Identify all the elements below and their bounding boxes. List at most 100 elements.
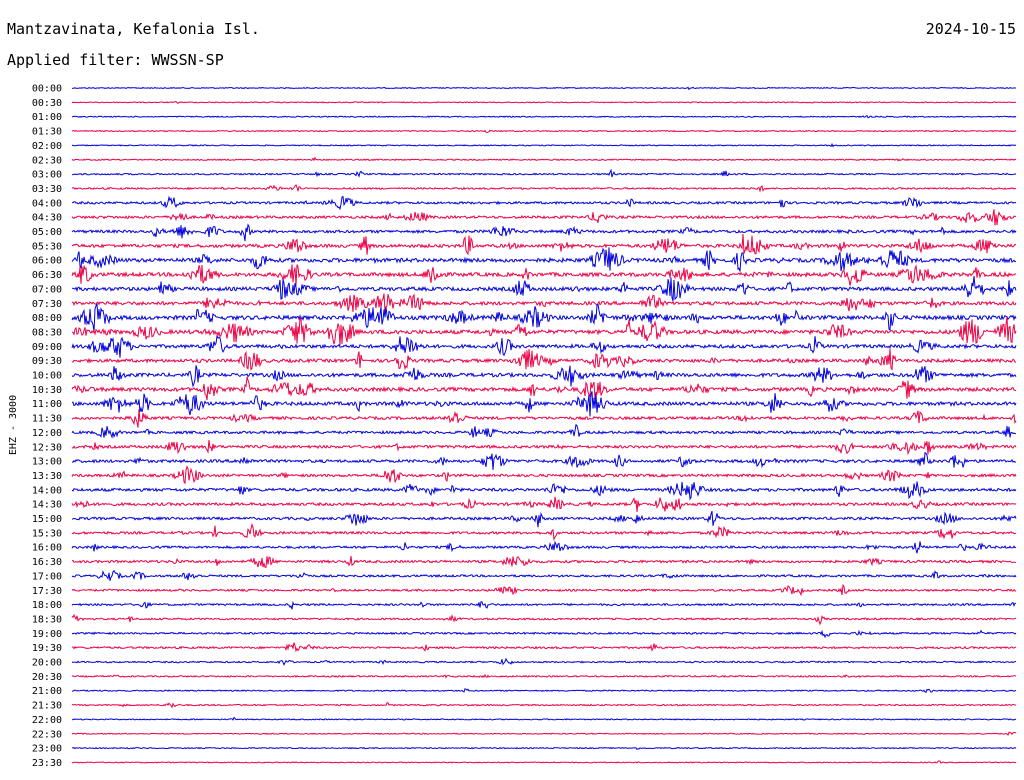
trace-line — [71, 334, 1017, 358]
trace-line — [71, 481, 1017, 501]
date-label: 2024-10-15 — [925, 20, 1016, 38]
trace-line — [71, 583, 1016, 597]
row-time-label: 08:30 — [32, 327, 62, 338]
row-time-label: 21:00 — [32, 686, 62, 697]
trace-line — [71, 409, 1017, 428]
row-time-label: 16:30 — [32, 557, 62, 568]
trace-line — [71, 302, 1017, 332]
trace-line — [71, 376, 1017, 401]
trace-line — [71, 423, 1017, 439]
row-time-label: 12:30 — [32, 442, 62, 453]
trace-line — [71, 86, 1016, 91]
row-time-label: 20:00 — [32, 658, 62, 669]
row-time-label: 02:00 — [32, 141, 62, 152]
row-time-label: 11:00 — [32, 399, 62, 410]
row-time-label: 02:30 — [32, 155, 62, 166]
row-time-label: 06:00 — [32, 256, 62, 267]
trace-line — [72, 348, 1017, 371]
row-time-label: 04:00 — [32, 198, 62, 209]
row-time-label: 05:00 — [32, 227, 62, 238]
row-time-label: 10:30 — [32, 385, 62, 396]
row-time-label: 19:00 — [32, 629, 62, 640]
trace-line — [71, 316, 1017, 346]
row-time-label: 22:00 — [32, 715, 62, 726]
row-time-label: 07:30 — [32, 299, 62, 310]
trace-line — [71, 673, 1017, 679]
row-time-label: 22:30 — [32, 729, 62, 740]
row-time-label: 10:00 — [32, 371, 62, 382]
row-time-label: 04:30 — [32, 213, 62, 224]
row-time-label: 20:30 — [32, 672, 62, 683]
trace-line — [71, 195, 1017, 211]
row-time-label: 09:00 — [32, 342, 62, 353]
row-time-label: 17:00 — [32, 571, 62, 582]
trace-line — [71, 629, 1017, 639]
trace-line — [71, 600, 1016, 610]
y-axis-label: EHZ - 3000 — [8, 395, 19, 455]
row-time-label: 13:30 — [32, 471, 62, 482]
trace-line — [71, 247, 1017, 272]
trace-line — [71, 731, 1017, 736]
trace-line — [71, 540, 1017, 554]
row-time-label: 01:30 — [32, 127, 62, 138]
trace-line — [71, 746, 1017, 750]
row-time-label: 11:30 — [32, 414, 62, 425]
row-time-label: 01:00 — [32, 112, 62, 123]
trace-line — [71, 510, 1017, 528]
row-time-label: 19:30 — [32, 643, 62, 654]
trace-line — [71, 496, 1017, 512]
row-time-label: 23:30 — [32, 758, 62, 769]
row-time-label: 21:30 — [32, 701, 62, 712]
trace-line — [71, 613, 1017, 626]
trace-line — [71, 657, 1017, 666]
trace-line — [71, 168, 1017, 178]
trace-line — [71, 209, 1017, 226]
trace-line — [71, 156, 1017, 162]
trace-line — [71, 293, 1017, 312]
row-time-label: 07:00 — [32, 284, 62, 295]
row-time-label: 03:00 — [32, 170, 62, 181]
trace-line — [71, 264, 1017, 286]
row-time-label: 08:00 — [32, 313, 62, 324]
row-time-label: 14:00 — [32, 485, 62, 496]
row-time-label: 18:30 — [32, 614, 62, 625]
row-time-label: 00:00 — [32, 84, 62, 95]
row-time-label: 17:30 — [32, 586, 62, 597]
row-time-label: 23:00 — [32, 744, 62, 755]
trace-line — [71, 365, 1017, 388]
row-time-label: 06:30 — [32, 270, 62, 281]
trace-line — [71, 391, 1017, 417]
row-time-label: 03:30 — [32, 184, 62, 195]
filter-label: Applied filter: WWSSN-SP — [7, 51, 224, 69]
row-time-label: 05:30 — [32, 241, 62, 252]
trace-line — [71, 702, 1017, 709]
row-time-label: 13:00 — [32, 457, 62, 468]
row-time-label: 15:00 — [32, 514, 62, 525]
trace-line — [71, 642, 1016, 653]
row-time-label: 18:00 — [32, 600, 62, 611]
trace-line — [71, 451, 1017, 470]
trace-line — [71, 688, 1017, 693]
trace-line — [71, 129, 1017, 134]
trace-line — [71, 276, 1017, 301]
row-time-label: 09:30 — [32, 356, 62, 367]
trace-line — [71, 142, 1017, 148]
trace-line — [71, 223, 1017, 242]
trace-line — [71, 522, 1017, 542]
row-time-label: 00:30 — [32, 98, 62, 109]
trace-line — [71, 440, 1017, 456]
row-time-label: 15:30 — [32, 528, 62, 539]
trace-line — [71, 114, 1017, 119]
trace-line — [71, 100, 1017, 105]
trace-line — [71, 233, 1017, 256]
trace-line — [71, 569, 1017, 581]
row-time-label: 12:00 — [32, 428, 62, 439]
row-time-label: 14:30 — [32, 500, 62, 511]
trace-rows: 00:00 00:30 01:00 01:30 02:00 02:30 03:00 03:30… — [32, 84, 1017, 769]
station-title: Mantzavinata, Kefalonia Isl. — [7, 20, 260, 38]
trace-line — [71, 556, 1017, 568]
row-time-label: 16:00 — [32, 543, 62, 554]
trace-line — [71, 716, 1016, 721]
trace-line — [71, 760, 1017, 764]
trace-line — [71, 184, 1017, 193]
